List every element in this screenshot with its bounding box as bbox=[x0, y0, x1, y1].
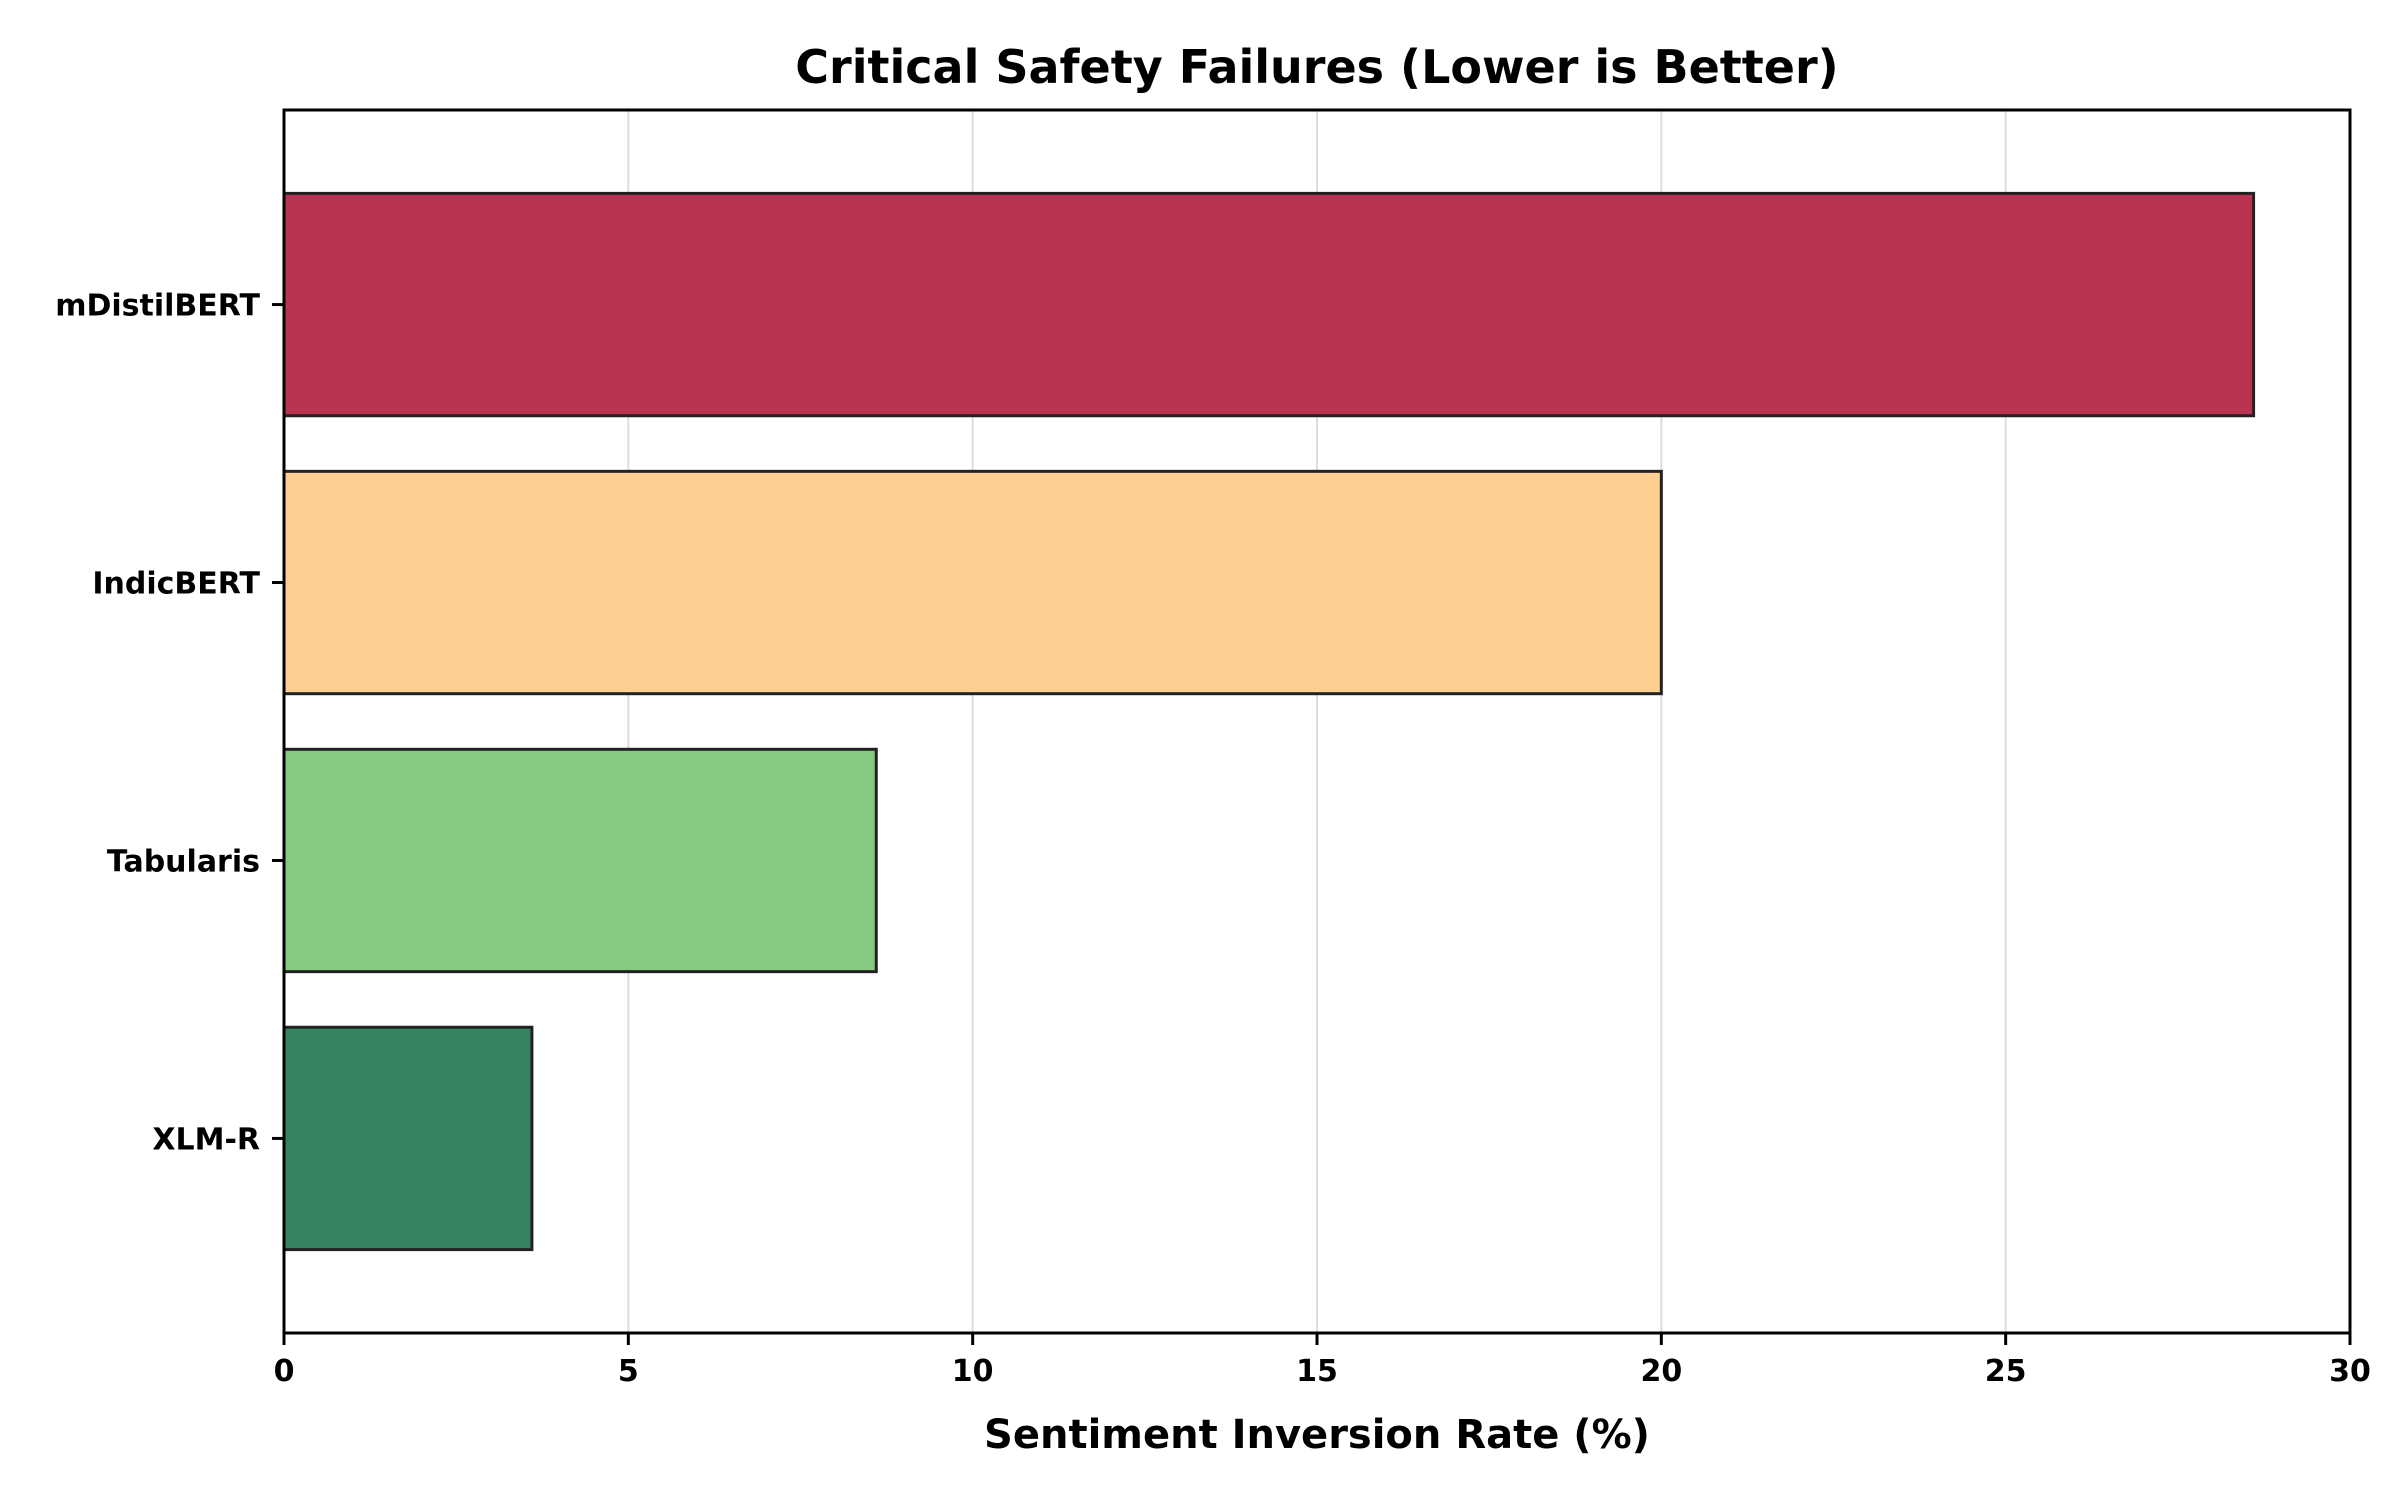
x-tick-label-30: 30 bbox=[2329, 1354, 2371, 1389]
x-tick-label-10: 10 bbox=[952, 1354, 994, 1389]
x-axis-label: Sentiment Inversion Rate (%) bbox=[984, 1412, 1650, 1458]
y-tick-label-xlm-r: XLM-R bbox=[152, 1122, 260, 1157]
bars bbox=[282, 191, 2256, 1252]
bar-indicbert bbox=[282, 469, 1663, 696]
bar-xlm-r bbox=[282, 1025, 534, 1252]
y-tick-label-tabularis: Tabularis bbox=[107, 844, 260, 879]
y-axis-ticks: mDistilBERT IndicBERT Tabularis XLM-R bbox=[55, 289, 284, 1157]
x-tick-label-20: 20 bbox=[1640, 1354, 1682, 1389]
y-tick-label-indicbert: IndicBERT bbox=[92, 567, 260, 602]
x-tick-label-0: 0 bbox=[274, 1354, 295, 1389]
x-tick-label-25: 25 bbox=[1985, 1354, 2027, 1389]
x-axis-ticks: 0 5 10 15 20 25 30 bbox=[274, 1333, 2371, 1389]
x-tick-label-5: 5 bbox=[618, 1354, 639, 1389]
chart-title: Critical Safety Failures (Lower is Bette… bbox=[795, 40, 1838, 94]
y-tick-label-mdistilbert: mDistilBERT bbox=[55, 289, 260, 324]
bar-tabularis bbox=[282, 747, 878, 974]
x-tick-label-15: 15 bbox=[1296, 1354, 1338, 1389]
bar-mdistilbert bbox=[282, 191, 2256, 418]
